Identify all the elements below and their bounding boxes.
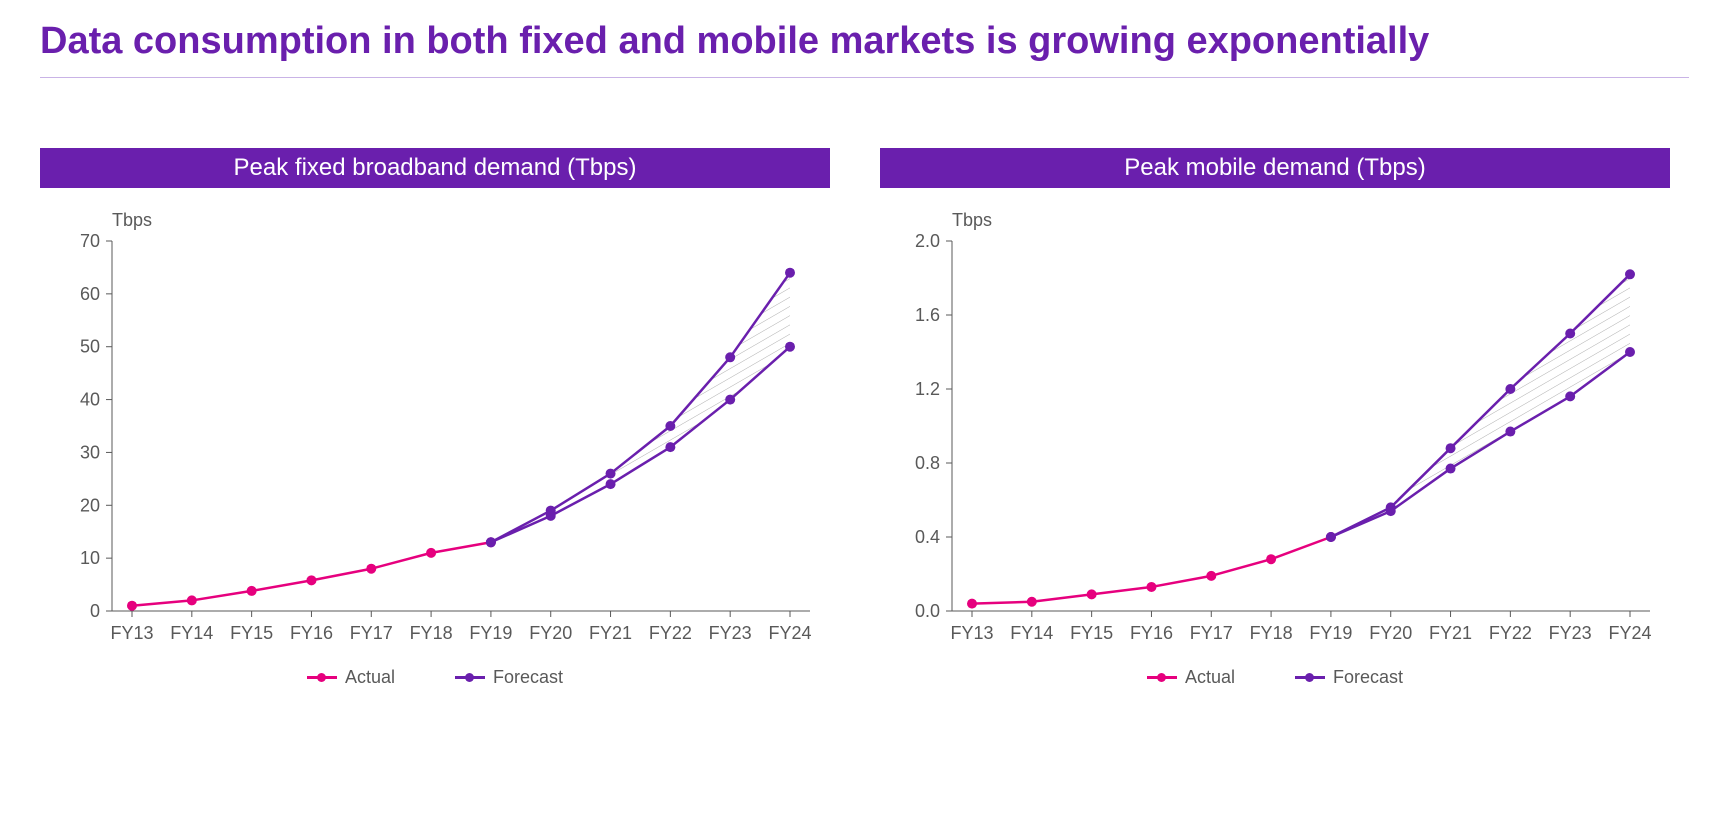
legend-fixed: Actual Forecast xyxy=(40,667,830,688)
legend-forecast: Forecast xyxy=(1295,667,1403,688)
legend-forecast: Forecast xyxy=(455,667,563,688)
svg-text:FY22: FY22 xyxy=(649,623,692,643)
svg-text:0.8: 0.8 xyxy=(915,453,940,473)
svg-text:FY19: FY19 xyxy=(1309,623,1352,643)
svg-text:1.2: 1.2 xyxy=(915,379,940,399)
slide-title: Data consumption in both fixed and mobil… xyxy=(40,20,1689,63)
legend-swatch-actual xyxy=(1147,673,1177,683)
svg-text:FY21: FY21 xyxy=(589,623,632,643)
svg-text:FY15: FY15 xyxy=(230,623,273,643)
chart-area-fixed: 0 10 20 30 40 50 60 70 FY13 FY14 FY15 FY16 FY17 FY18 F… xyxy=(40,231,830,661)
legend-label-actual: Actual xyxy=(1185,667,1235,688)
svg-text:FY18: FY18 xyxy=(410,623,453,643)
svg-text:FY20: FY20 xyxy=(529,623,572,643)
svg-text:FY21: FY21 xyxy=(1429,623,1472,643)
axis-unit-fixed: Tbps xyxy=(112,210,830,231)
svg-text:FY17: FY17 xyxy=(350,623,393,643)
svg-text:70: 70 xyxy=(80,231,100,251)
legend-actual: Actual xyxy=(307,667,395,688)
svg-text:50: 50 xyxy=(80,337,100,357)
legend-dot-forecast xyxy=(1305,673,1314,682)
svg-text:FY18: FY18 xyxy=(1250,623,1293,643)
svg-text:FY23: FY23 xyxy=(709,623,752,643)
legend-swatch-actual xyxy=(307,673,337,683)
axis-unit-mobile: Tbps xyxy=(952,210,1670,231)
panel-fixed: Peak fixed broadband demand (Tbps) Tbps … xyxy=(40,148,830,688)
panel-title-mobile: Peak mobile demand (Tbps) xyxy=(880,148,1670,188)
slide: Data consumption in both fixed and mobil… xyxy=(0,0,1729,828)
svg-text:FY22: FY22 xyxy=(1489,623,1532,643)
svg-text:FY16: FY16 xyxy=(290,623,333,643)
legend-actual: Actual xyxy=(1147,667,1235,688)
legend-swatch-forecast xyxy=(1295,673,1325,683)
svg-text:1.6: 1.6 xyxy=(915,305,940,325)
svg-text:FY17: FY17 xyxy=(1190,623,1233,643)
svg-text:FY20: FY20 xyxy=(1369,623,1412,643)
legend-swatch-forecast xyxy=(455,673,485,683)
svg-text:0.4: 0.4 xyxy=(915,527,940,547)
legend-label-forecast: Forecast xyxy=(493,667,563,688)
svg-text:0: 0 xyxy=(90,601,100,621)
title-divider xyxy=(40,77,1689,78)
legend-label-actual: Actual xyxy=(345,667,395,688)
svg-text:FY14: FY14 xyxy=(170,623,213,643)
svg-text:FY15: FY15 xyxy=(1070,623,1113,643)
svg-text:FY13: FY13 xyxy=(110,623,153,643)
chart-area-mobile: 0.0 0.4 0.8 1.2 1.6 2.0 FY13 FY14 FY15 FY16 FY17 FY… xyxy=(880,231,1670,661)
svg-text:FY23: FY23 xyxy=(1549,623,1592,643)
svg-text:60: 60 xyxy=(80,284,100,304)
legend-dot-actual xyxy=(317,673,326,682)
panel-title-fixed: Peak fixed broadband demand (Tbps) xyxy=(40,148,830,188)
svg-text:FY13: FY13 xyxy=(950,623,993,643)
chart-panels-row: Peak fixed broadband demand (Tbps) Tbps … xyxy=(40,148,1689,688)
svg-text:30: 30 xyxy=(80,442,100,462)
chart-svg-fixed: 0 10 20 30 40 50 60 70 FY13 FY14 FY15 FY16 FY17 FY18 F… xyxy=(40,231,830,661)
panel-mobile: Peak mobile demand (Tbps) Tbps 0.0 0.4 0.8… xyxy=(880,148,1670,688)
legend-dot-forecast xyxy=(465,673,474,682)
svg-text:FY19: FY19 xyxy=(469,623,512,643)
svg-text:0.0: 0.0 xyxy=(915,601,940,621)
svg-text:FY16: FY16 xyxy=(1130,623,1173,643)
legend-dot-actual xyxy=(1157,673,1166,682)
svg-text:40: 40 xyxy=(80,390,100,410)
chart-svg-mobile: 0.0 0.4 0.8 1.2 1.6 2.0 FY13 FY14 FY15 FY16 FY17 FY… xyxy=(880,231,1670,661)
svg-text:FY24: FY24 xyxy=(768,623,811,643)
svg-text:FY24: FY24 xyxy=(1608,623,1651,643)
svg-text:10: 10 xyxy=(80,548,100,568)
legend-label-forecast: Forecast xyxy=(1333,667,1403,688)
svg-text:2.0: 2.0 xyxy=(915,231,940,251)
legend-mobile: Actual Forecast xyxy=(880,667,1670,688)
svg-text:20: 20 xyxy=(80,495,100,515)
svg-text:FY14: FY14 xyxy=(1010,623,1053,643)
